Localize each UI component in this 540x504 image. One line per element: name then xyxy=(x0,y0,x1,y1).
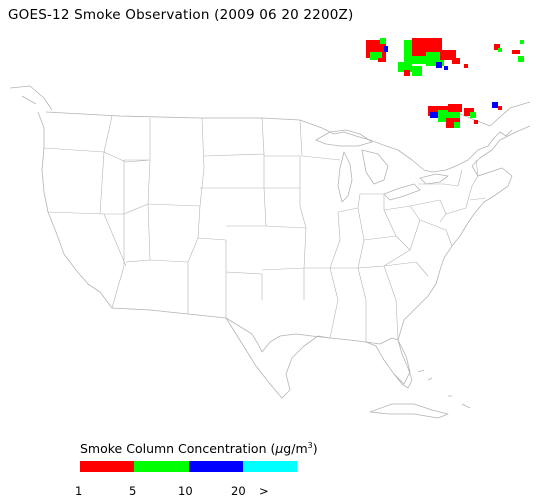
caribbean-islands xyxy=(369,369,471,419)
texas-border xyxy=(225,317,331,399)
lake-michigan xyxy=(337,151,353,203)
legend-tick-overflow: > xyxy=(259,484,269,498)
smoke-plumes xyxy=(366,38,524,128)
legend-tick-1: 1 xyxy=(75,484,83,498)
lake-ontario xyxy=(419,173,449,185)
legend-tick-20: 20 xyxy=(231,484,246,498)
lake-erie xyxy=(383,183,421,201)
us-coastline xyxy=(37,111,513,385)
lake-superior xyxy=(315,129,373,147)
legend-color-bar xyxy=(80,461,297,472)
legend-tick-5: 5 xyxy=(129,484,137,498)
legend-segment-green xyxy=(134,461,189,472)
state-lines xyxy=(43,115,491,342)
legend-title: Smoke Column Concentration (μg/m3) xyxy=(80,441,318,457)
canada-coast xyxy=(9,85,531,167)
legend-segment-cyan xyxy=(242,461,297,472)
canada-border xyxy=(45,111,513,173)
legend-segment-red xyxy=(80,461,135,472)
legend-tick-10: 10 xyxy=(178,484,193,498)
florida-outline xyxy=(365,337,413,389)
map-title: GOES-12 Smoke Observation (2009 06 20 22… xyxy=(8,7,354,23)
lake-huron xyxy=(361,149,389,185)
legend-segment-blue xyxy=(188,461,243,472)
